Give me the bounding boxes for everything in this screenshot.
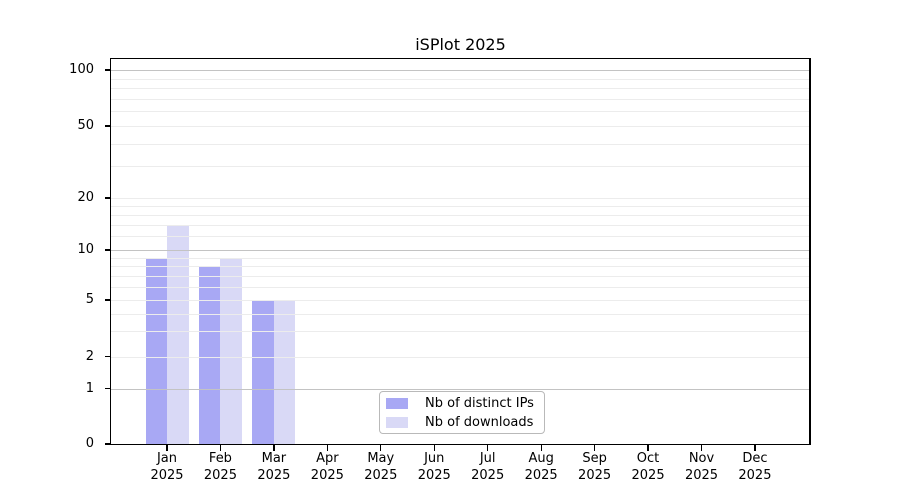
- gridline-minor: [111, 78, 810, 80]
- x-tick-mark: [380, 445, 382, 451]
- y-tick-mark: [104, 355, 110, 358]
- gridline-minor: [111, 236, 810, 238]
- y-tick-label: 2: [85, 348, 94, 364]
- gridline-minor: [111, 356, 810, 358]
- gridline-minor: [111, 98, 810, 100]
- gridline-major: [111, 70, 810, 71]
- x-tick-mark: [540, 445, 542, 451]
- x-tick-label-oct: Oct 2025: [631, 451, 665, 483]
- gridline-major: [111, 388, 810, 390]
- gridline-minor: [111, 88, 810, 90]
- gridline-minor: [111, 275, 810, 277]
- x-tick-label-aug: Aug 2025: [524, 451, 558, 483]
- x-tick-label-may: May 2025: [364, 451, 398, 483]
- y-tick-mark: [104, 249, 110, 251]
- gridline-minor: [111, 111, 810, 113]
- gridline-minor: [111, 257, 810, 259]
- top-spine: [109, 57, 811, 60]
- bar-nb-of-distinct-ips-feb: [198, 266, 221, 444]
- gridline-minor: [111, 286, 810, 288]
- gridline-minor: [111, 143, 810, 145]
- gridline-minor: [111, 166, 810, 168]
- y-tick-label: 50: [77, 118, 94, 133]
- legend-swatch-nb-of-distinct-ips: [386, 397, 408, 409]
- y-tick-mark: [104, 125, 110, 127]
- x-tick-mark: [326, 445, 329, 451]
- x-tick-label-jan: Jan 2025: [150, 451, 184, 483]
- x-tick-mark: [700, 445, 703, 451]
- right-spine: [809, 57, 811, 446]
- left-spine: [109, 57, 112, 446]
- bar-nb-of-distinct-ips-mar: [252, 300, 274, 444]
- gridline-major: [111, 250, 810, 251]
- legend-swatch-nb-of-downloads: [386, 416, 408, 428]
- legend-label: Nb of downloads: [425, 414, 534, 430]
- y-tick-label: 10: [77, 242, 94, 257]
- y-tick-mark: [104, 299, 110, 301]
- x-tick-mark: [754, 445, 756, 451]
- bar-nb-of-distinct-ips-jan: [145, 257, 167, 444]
- x-tick-label-jul: Jul 2025: [471, 451, 505, 483]
- y-tick-label: 100: [69, 62, 94, 77]
- bottom-spine: [109, 443, 811, 446]
- plot-area: [111, 59, 810, 444]
- x-tick-label-jun: Jun 2025: [417, 451, 451, 483]
- legend-entry: Nb of distinct IPs: [386, 396, 544, 411]
- gridline-minor: [111, 331, 810, 333]
- y-tick-mark: [104, 69, 110, 71]
- x-tick-mark: [166, 445, 168, 451]
- gridline-minor: [111, 300, 810, 301]
- bar-nb-of-downloads-feb: [220, 257, 242, 444]
- y-tick-label: 5: [85, 292, 94, 307]
- x-tick-mark: [594, 445, 596, 451]
- bar-nb-of-downloads-mar: [273, 300, 296, 444]
- gridline-minor: [111, 205, 810, 207]
- x-tick-mark: [273, 445, 275, 451]
- x-tick-mark: [647, 445, 649, 451]
- gridline-minor: [111, 198, 810, 199]
- y-tick-mark: [104, 197, 110, 199]
- legend-entry: Nb of downloads: [386, 415, 544, 430]
- x-tick-mark: [433, 445, 435, 451]
- legend-label: Nb of distinct IPs: [425, 395, 534, 411]
- y-tick-mark: [104, 387, 110, 390]
- x-tick-mark: [219, 445, 222, 451]
- legend: Nb of distinct IPs Nb of downloads: [379, 391, 545, 434]
- y-tick-label: 20: [77, 190, 94, 205]
- y-tick-mark: [104, 443, 110, 445]
- gridline-minor: [111, 266, 810, 268]
- gridline-minor: [111, 313, 810, 315]
- x-tick-label-mar: Mar 2025: [257, 451, 291, 483]
- y-tick-label: 0: [85, 436, 94, 451]
- gridline-minor: [111, 224, 810, 226]
- x-tick-mark: [487, 445, 489, 451]
- x-tick-label-apr: Apr 2025: [310, 451, 344, 483]
- x-tick-label-feb: Feb 2025: [203, 451, 237, 483]
- x-tick-label-dec: Dec 2025: [738, 451, 772, 483]
- chart-title: iSPlot 2025: [415, 35, 506, 54]
- x-tick-label-nov: Nov 2025: [684, 451, 719, 483]
- x-tick-label-sep: Sep 2025: [578, 451, 612, 483]
- gridline-minor: [111, 214, 810, 216]
- gridline-minor: [111, 126, 810, 127]
- y-tick-label: 1: [85, 380, 94, 396]
